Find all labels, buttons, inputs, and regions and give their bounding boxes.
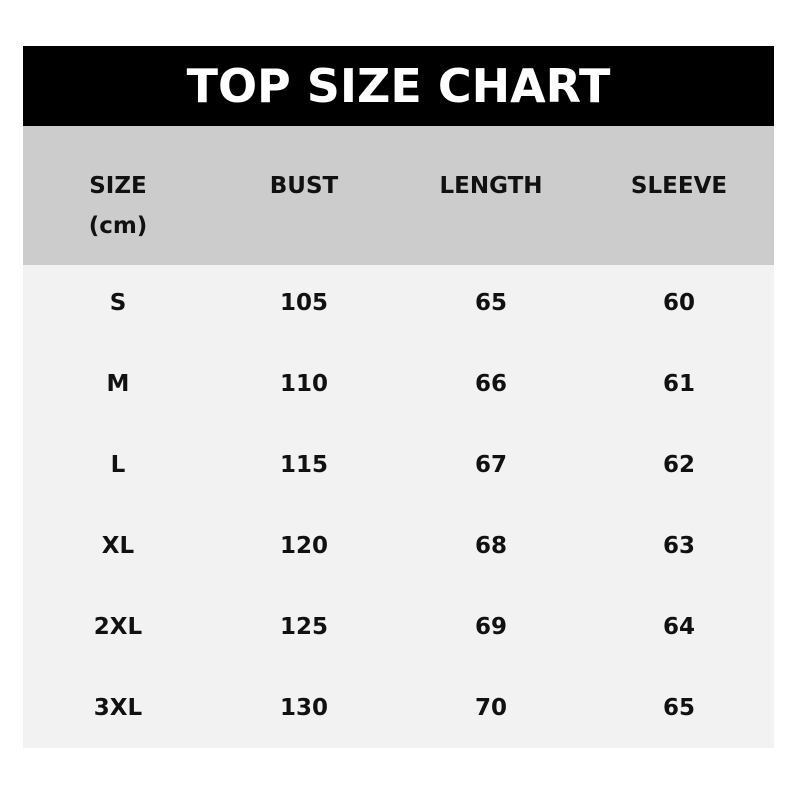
chart-title: TOP SIZE CHART xyxy=(23,46,774,126)
table-cell: 125 xyxy=(279,614,328,640)
size-unit: (cm) xyxy=(88,213,148,239)
table-cell: 110 xyxy=(279,371,328,397)
table-cell: 64 xyxy=(662,614,695,640)
table-cell: 63 xyxy=(662,533,695,559)
table-cell: 2XL xyxy=(93,614,143,640)
column-header-label: SIZE xyxy=(89,173,147,199)
table-cell: L xyxy=(110,452,126,478)
table-cell: 115 xyxy=(279,452,328,478)
column-header-length: LENGTH xyxy=(401,166,581,206)
table-cell: 65 xyxy=(474,290,507,316)
table-cell: 69 xyxy=(474,614,507,640)
table-cell: 60 xyxy=(662,290,695,316)
table-cell: 62 xyxy=(662,452,695,478)
table-cell: XL xyxy=(101,533,135,559)
column-header-size: SIZE (cm) xyxy=(28,166,208,246)
table-cell: 65 xyxy=(662,695,695,721)
table-body: S 105 65 60 M 110 66 61 L 115 67 62 XL 120 68 63 2XL 125 6… xyxy=(23,265,774,748)
table-cell: 120 xyxy=(279,533,328,559)
size-chart: TOP SIZE CHART SIZE (cm) BUST LENGTH SLEEVE … xyxy=(23,46,774,748)
table-cell: 66 xyxy=(474,371,507,397)
table-cell: 67 xyxy=(474,452,507,478)
table-cell: 70 xyxy=(474,695,507,721)
table-cell: 105 xyxy=(279,290,328,316)
column-header-label: LENGTH xyxy=(439,173,543,199)
table-cell: 61 xyxy=(662,371,695,397)
column-header-sleeve: SLEEVE xyxy=(589,166,769,206)
table-cell: S xyxy=(109,290,127,316)
column-header-label: SLEEVE xyxy=(630,173,728,199)
table-cell: 130 xyxy=(279,695,328,721)
table-cell: M xyxy=(106,371,130,397)
column-header-label: BUST xyxy=(269,173,339,199)
table-cell: 68 xyxy=(474,533,507,559)
header-row: SIZE (cm) BUST LENGTH SLEEVE xyxy=(23,126,774,265)
table-cell: 3XL xyxy=(93,695,143,721)
column-header-bust: BUST xyxy=(214,166,394,206)
